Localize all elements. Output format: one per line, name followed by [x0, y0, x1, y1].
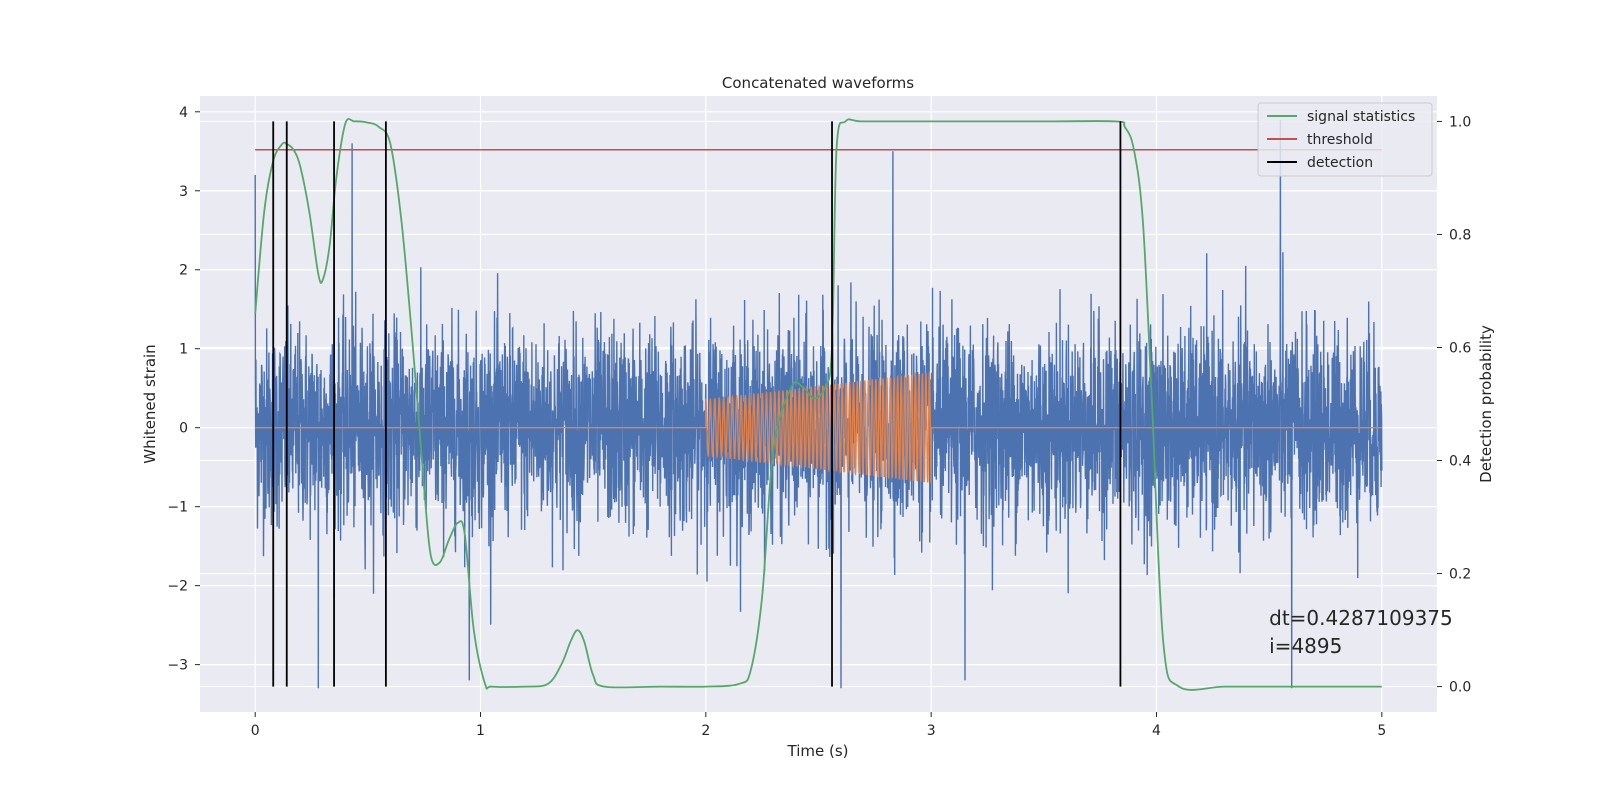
- y-axis-label-right: Detection probability: [1477, 325, 1495, 483]
- y-tick-label-left: 1: [179, 342, 188, 358]
- chart-title: Concatenated waveforms: [722, 74, 914, 92]
- x-tick-label: 1: [476, 723, 485, 739]
- x-tick-label: 0: [251, 723, 260, 739]
- legend-label-detection: detection: [1307, 155, 1373, 171]
- y-tick-label-right: 0.8: [1449, 227, 1471, 243]
- legend-frame: [1257, 102, 1433, 177]
- y-tick-label-left: 2: [179, 263, 188, 279]
- x-tick-label: 3: [927, 723, 936, 739]
- axis-ticks: 0 1 2 3 4 5 −3 −2 −1 0 1 2 3 4 0.0 0.2 0.4 0.6 0.8 1.0: [167, 105, 1471, 739]
- y-tick-label-left: −1: [167, 500, 188, 516]
- annotation-text: i=4895: [1269, 634, 1342, 658]
- x-tick-label: 5: [1377, 723, 1386, 739]
- y-tick-label-left: −3: [167, 658, 188, 674]
- legend: signal statistics threshold detection: [1257, 102, 1433, 177]
- y-axis-label-left: Whitened strain: [141, 344, 159, 463]
- y-tick-label-right: 1.0: [1449, 114, 1471, 130]
- annotations: dt=0.4287109375 i=4895: [1269, 606, 1453, 658]
- plot-content: [254, 117, 1383, 691]
- y-tick-label-left: 0: [179, 421, 188, 437]
- y-tick-label-left: −2: [167, 579, 188, 595]
- x-tick-label: 2: [701, 723, 710, 739]
- y-tick-label-right: 0.4: [1449, 454, 1471, 470]
- y-tick-label-right: 0.6: [1449, 340, 1471, 356]
- x-axis-label: Time (s): [787, 742, 849, 760]
- y-tick-label-left: 4: [179, 105, 188, 121]
- y-tick-label-right: 0.2: [1449, 567, 1471, 583]
- y-tick-label-right: 0.0: [1449, 680, 1471, 696]
- legend-label-threshold: threshold: [1307, 132, 1373, 148]
- annotation-text: dt=0.4287109375: [1269, 606, 1453, 630]
- x-tick-label: 4: [1152, 723, 1161, 739]
- y-tick-label-left: 3: [179, 184, 188, 200]
- series-injected-signal-line: [255, 370, 1382, 484]
- legend-label-signal-statistics: signal statistics: [1307, 109, 1415, 125]
